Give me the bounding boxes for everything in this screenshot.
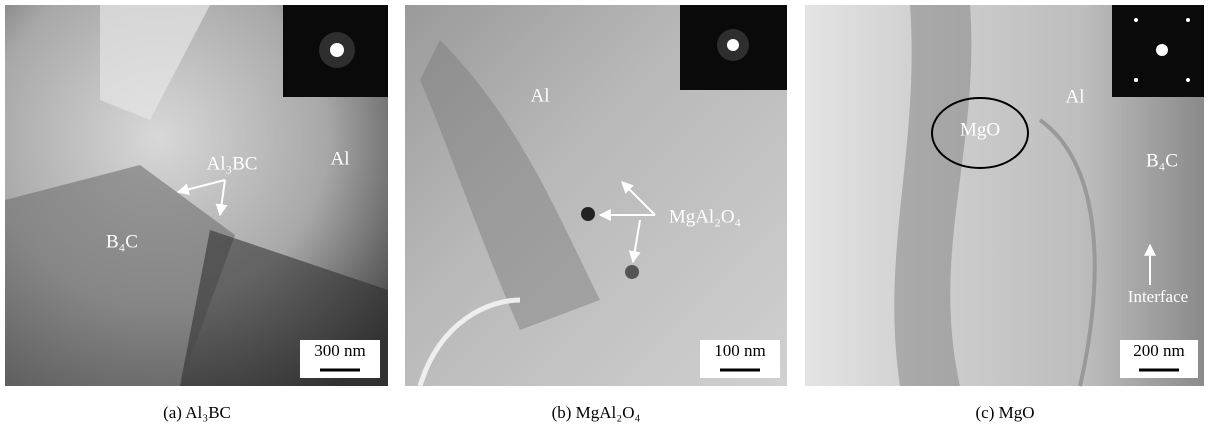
caption: (a) Al₃BC <box>163 403 231 422</box>
particle <box>581 207 595 221</box>
particle <box>625 265 639 279</box>
phase-label: B₄C <box>106 231 138 252</box>
caption: (c) MgO <box>975 403 1034 422</box>
phase-label: MgAl₂O₄ <box>669 206 741 227</box>
diffraction-spot <box>1156 44 1168 56</box>
diffraction-spot <box>1186 78 1190 82</box>
phase-label: Al₃BC <box>207 153 258 174</box>
figure: Al₃BC Al B₄C 300 nm Al MgAl₂O₄ 100 nm <box>0 0 1208 437</box>
phase-label: B₄C <box>1146 150 1178 171</box>
diffraction-spot <box>1134 18 1138 22</box>
diffraction-halo <box>717 29 749 61</box>
scale-bar-label: 100 nm <box>714 341 765 360</box>
panel-c: MgO Al B₄C Interface 200 nm <box>805 5 1204 386</box>
panel-a: Al₃BC Al B₄C 300 nm <box>5 5 388 386</box>
diffraction-spot <box>1186 18 1190 22</box>
phase-label: Interface <box>1128 287 1188 306</box>
diffraction-halo <box>319 32 355 68</box>
phase-label: Al <box>1066 86 1085 107</box>
scale-bar-label: 300 nm <box>314 341 365 360</box>
phase-label: Al <box>331 148 350 169</box>
scale-bar-label: 200 nm <box>1133 341 1184 360</box>
caption: (b) MgAl₂O₄ <box>552 403 641 422</box>
diffraction-spot <box>1134 78 1138 82</box>
phase-label: Al <box>531 85 550 106</box>
panel-b: Al MgAl₂O₄ 100 nm <box>405 5 787 386</box>
phase-label: MgO <box>960 119 1000 140</box>
